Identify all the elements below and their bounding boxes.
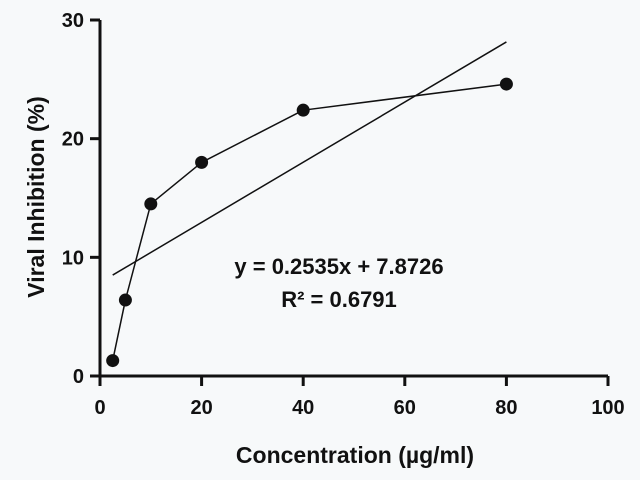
x-tick-label: 80 (495, 397, 517, 419)
data-point (106, 354, 120, 368)
x-tick-label: 0 (94, 397, 105, 419)
y-axis-title: Viral Inhibition (%) (23, 96, 49, 297)
regression-equation: y = 0.2535x + 7.8726 (234, 254, 443, 279)
y-tick-label: 30 (62, 10, 84, 32)
x-axis-title: Concentration (µg/ml) (236, 442, 474, 468)
data-point (118, 293, 132, 307)
data-point (499, 77, 513, 91)
r-squared-label: R² = 0.6791 (281, 287, 397, 312)
axes: 0 20 40 60 80 100 0 10 20 30 (62, 10, 625, 419)
data-point (195, 155, 209, 169)
trendline (112, 41, 507, 276)
x-tick-label: 40 (292, 397, 314, 419)
series-layer (106, 77, 513, 368)
y-tick-label: 10 (62, 247, 84, 269)
y-tick-label: 20 (62, 129, 84, 151)
fit-layer (112, 41, 507, 276)
data-point (296, 103, 310, 117)
x-tick-label: 60 (394, 397, 416, 419)
x-tick-label: 20 (190, 397, 212, 419)
x-tick-label: 100 (591, 397, 624, 419)
series-line (111, 83, 507, 361)
y-tick-label: 0 (73, 366, 84, 388)
data-point (144, 197, 158, 211)
